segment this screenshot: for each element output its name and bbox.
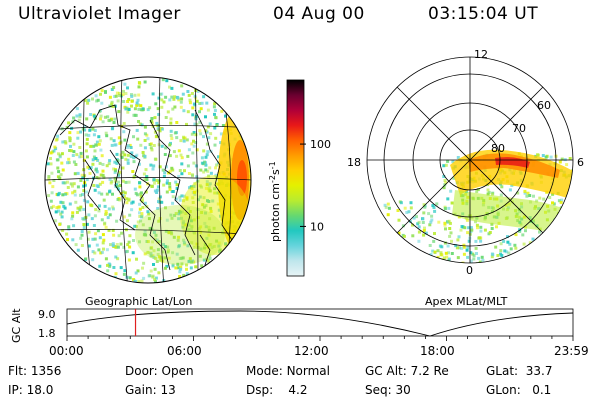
geo-aurora-speckle	[46, 78, 251, 283]
time-tick-0000: 00:00	[49, 344, 84, 358]
mlat-label-80: 80	[491, 142, 505, 155]
geo-latlon-grid	[45, 77, 251, 283]
polar-aurora-oval	[450, 149, 573, 235]
mlat-label-60: 60	[537, 99, 551, 112]
info-ip: IP: 18.0	[8, 383, 54, 397]
polar-panel: 12 18 6 0 60 70 80	[347, 48, 584, 277]
geo-earth-limb	[44, 76, 252, 284]
info-glon: GLon: 0.1	[486, 383, 552, 397]
colorbar-tick-label-100: 100	[310, 138, 331, 151]
colorbar-scale	[286, 79, 305, 277]
mlt-label-0: 0	[466, 264, 473, 277]
colorbar-tick-label-10: 10	[310, 220, 324, 233]
info-mode: Mode: Normal	[246, 364, 330, 378]
info-gain: Gain: 13	[125, 383, 176, 397]
observation-date: 04 Aug 00	[273, 4, 365, 24]
geo-panel-caption: Geographic Lat/Lon	[85, 295, 192, 308]
info-flt: Flt: 1356	[8, 364, 62, 378]
orbit-timeline: GC Alt 9.0 1.8 00:00 06:00 12:00 18:00 2…	[10, 308, 589, 358]
mlt-label-12: 12	[474, 48, 488, 61]
gc-alt-tick-1.8: 1.8	[38, 327, 56, 340]
geo-coastlines	[59, 104, 233, 276]
info-door: Door: Open	[125, 364, 194, 378]
colorbar-units-label: photon cm-2s-1	[268, 161, 282, 242]
polar-panel-caption: Apex MLat/MLT	[425, 295, 508, 308]
info-glat: GLat: 33.7	[486, 364, 553, 378]
mlt-label-18: 18	[347, 156, 361, 169]
time-tick-2359: 23:59	[554, 344, 589, 358]
mlt-label-6: 6	[577, 156, 584, 169]
info-seq: Seq: 30	[365, 383, 411, 397]
timeline-frame	[66, 308, 574, 337]
info-gc-alt: GC Alt: 7.2 Re	[365, 364, 449, 378]
gc-altitude-curve	[66, 310, 574, 337]
observation-time: 03:15:04 UT	[428, 4, 539, 24]
instrument-title: Ultraviolet Imager	[18, 4, 181, 24]
time-tick-0600: 06:00	[167, 344, 202, 358]
time-tick-1200: 12:00	[294, 344, 329, 358]
mlat-label-70: 70	[512, 122, 526, 135]
info-dsp: Dsp: 4.2	[246, 383, 308, 397]
colorbar: 100 10 photon cm-2s-1	[268, 79, 331, 277]
polar-grid	[366, 56, 574, 264]
gc-alt-axis-label: GC Alt	[10, 308, 23, 343]
gc-alt-tick-9: 9.0	[38, 308, 56, 321]
geographic-panel	[44, 76, 252, 284]
time-tick-1800: 18:00	[420, 344, 455, 358]
